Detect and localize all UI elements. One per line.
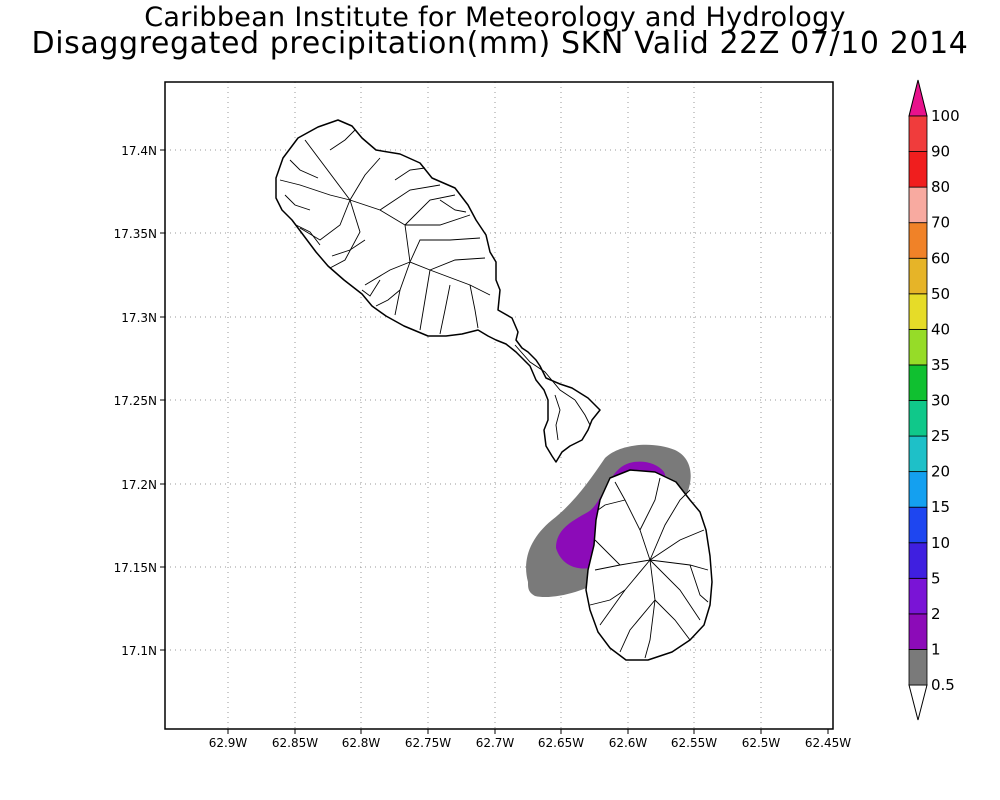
axis-ticks (160, 149, 829, 734)
colorbar-bottom-arrow (908, 684, 928, 721)
colorbar-label: 35 (931, 356, 950, 374)
lat-label: 17.25N (114, 394, 157, 408)
colorbar-swatch (908, 115, 928, 152)
lon-label: 62.55W (671, 736, 717, 750)
colorbar-label: 60 (931, 249, 950, 267)
lat-label: 17.2N (121, 478, 157, 492)
st-kitts-outline (275, 119, 601, 463)
colorbar-swatch (908, 506, 928, 544)
colorbar-label: 50 (931, 285, 950, 303)
colorbar-label: 5 (931, 569, 941, 587)
colorbar-label: 1 (931, 640, 941, 658)
colorbar-label: 80 (931, 178, 950, 196)
lon-label: 62.5W (742, 736, 781, 750)
colorbar-label: 30 (931, 392, 950, 410)
colorbar-swatch (908, 364, 928, 401)
lat-label: 17.1N (121, 644, 157, 658)
colorbar-swatch (908, 151, 928, 188)
lat-label: 17.35N (114, 227, 157, 241)
colorbar-label: 100 (931, 107, 960, 125)
lon-label: 62.6W (609, 736, 648, 750)
colorbar-label: 20 (931, 463, 950, 481)
colorbar-top-arrow (908, 79, 928, 117)
lon-label: 62.9W (209, 736, 248, 750)
lon-label: 62.85W (272, 736, 318, 750)
colorbar-swatch (908, 435, 928, 473)
lon-label: 62.8W (342, 736, 381, 750)
lon-label: 62.7W (476, 736, 515, 750)
colorbar-swatch (908, 649, 928, 686)
lon-label: 62.45W (805, 736, 851, 750)
lat-label: 17.15N (114, 561, 157, 575)
colorbar-swatch (908, 328, 928, 366)
map-title-line2: Disaggregated precipitation(mm) SKN Vali… (31, 26, 969, 61)
colorbar-swatch (908, 186, 928, 224)
lon-label: 62.75W (405, 736, 451, 750)
colorbar-label: 15 (931, 498, 950, 516)
nevis-outline (585, 469, 713, 661)
lon-label: 62.65W (538, 736, 584, 750)
map-frame (164, 81, 834, 730)
colorbar-label: 0.5 (931, 676, 955, 694)
colorbar-label: 2 (931, 605, 941, 623)
colorbar-swatch (908, 613, 928, 650)
map-area (165, 82, 833, 729)
colorbar-swatch (908, 257, 928, 295)
colorbar-label: 70 (931, 214, 950, 232)
st-kitts-drainage (279, 129, 591, 441)
island-nevis (585, 469, 713, 661)
island-st-kitts (275, 119, 601, 463)
colorbar-swatch (908, 400, 928, 437)
colorbar-swatch (908, 577, 928, 615)
colorbar-swatch (908, 222, 928, 259)
colorbar-swatch (908, 542, 928, 579)
nevis-drainage (589, 477, 709, 659)
lat-label: 17.3N (121, 311, 157, 325)
lat-label: 17.4N (121, 144, 157, 158)
colorbar-label: 25 (931, 427, 950, 445)
colorbar-swatch (908, 293, 928, 330)
colorbar-label: 10 (931, 534, 950, 552)
colorbar-swatch (908, 471, 928, 508)
colorbar-label: 40 (931, 320, 950, 338)
map-title-line1: Caribbean Institute for Meteorology and … (144, 2, 846, 33)
colorbar-label: 90 (931, 143, 950, 161)
